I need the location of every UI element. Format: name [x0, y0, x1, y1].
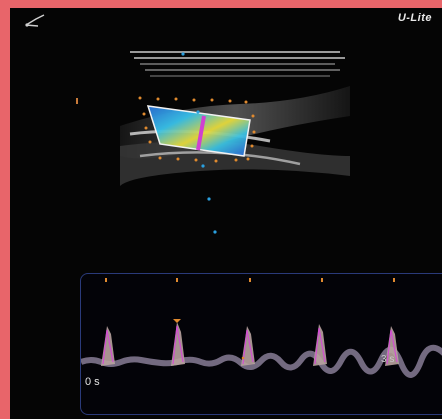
brand-logo: U-Lite [397, 12, 432, 24]
doppler-waveform [81, 278, 442, 378]
time-start-label: 0 s [85, 376, 100, 388]
doppler-spectrum-panel[interactable]: 0 s 3 s [80, 273, 442, 415]
left-marker [76, 98, 78, 104]
time-mark-label: 3 s [381, 354, 395, 365]
probe-icon[interactable] [24, 13, 46, 29]
bmode-image [120, 51, 350, 186]
ultrasound-screen: U-Lite [10, 8, 442, 419]
